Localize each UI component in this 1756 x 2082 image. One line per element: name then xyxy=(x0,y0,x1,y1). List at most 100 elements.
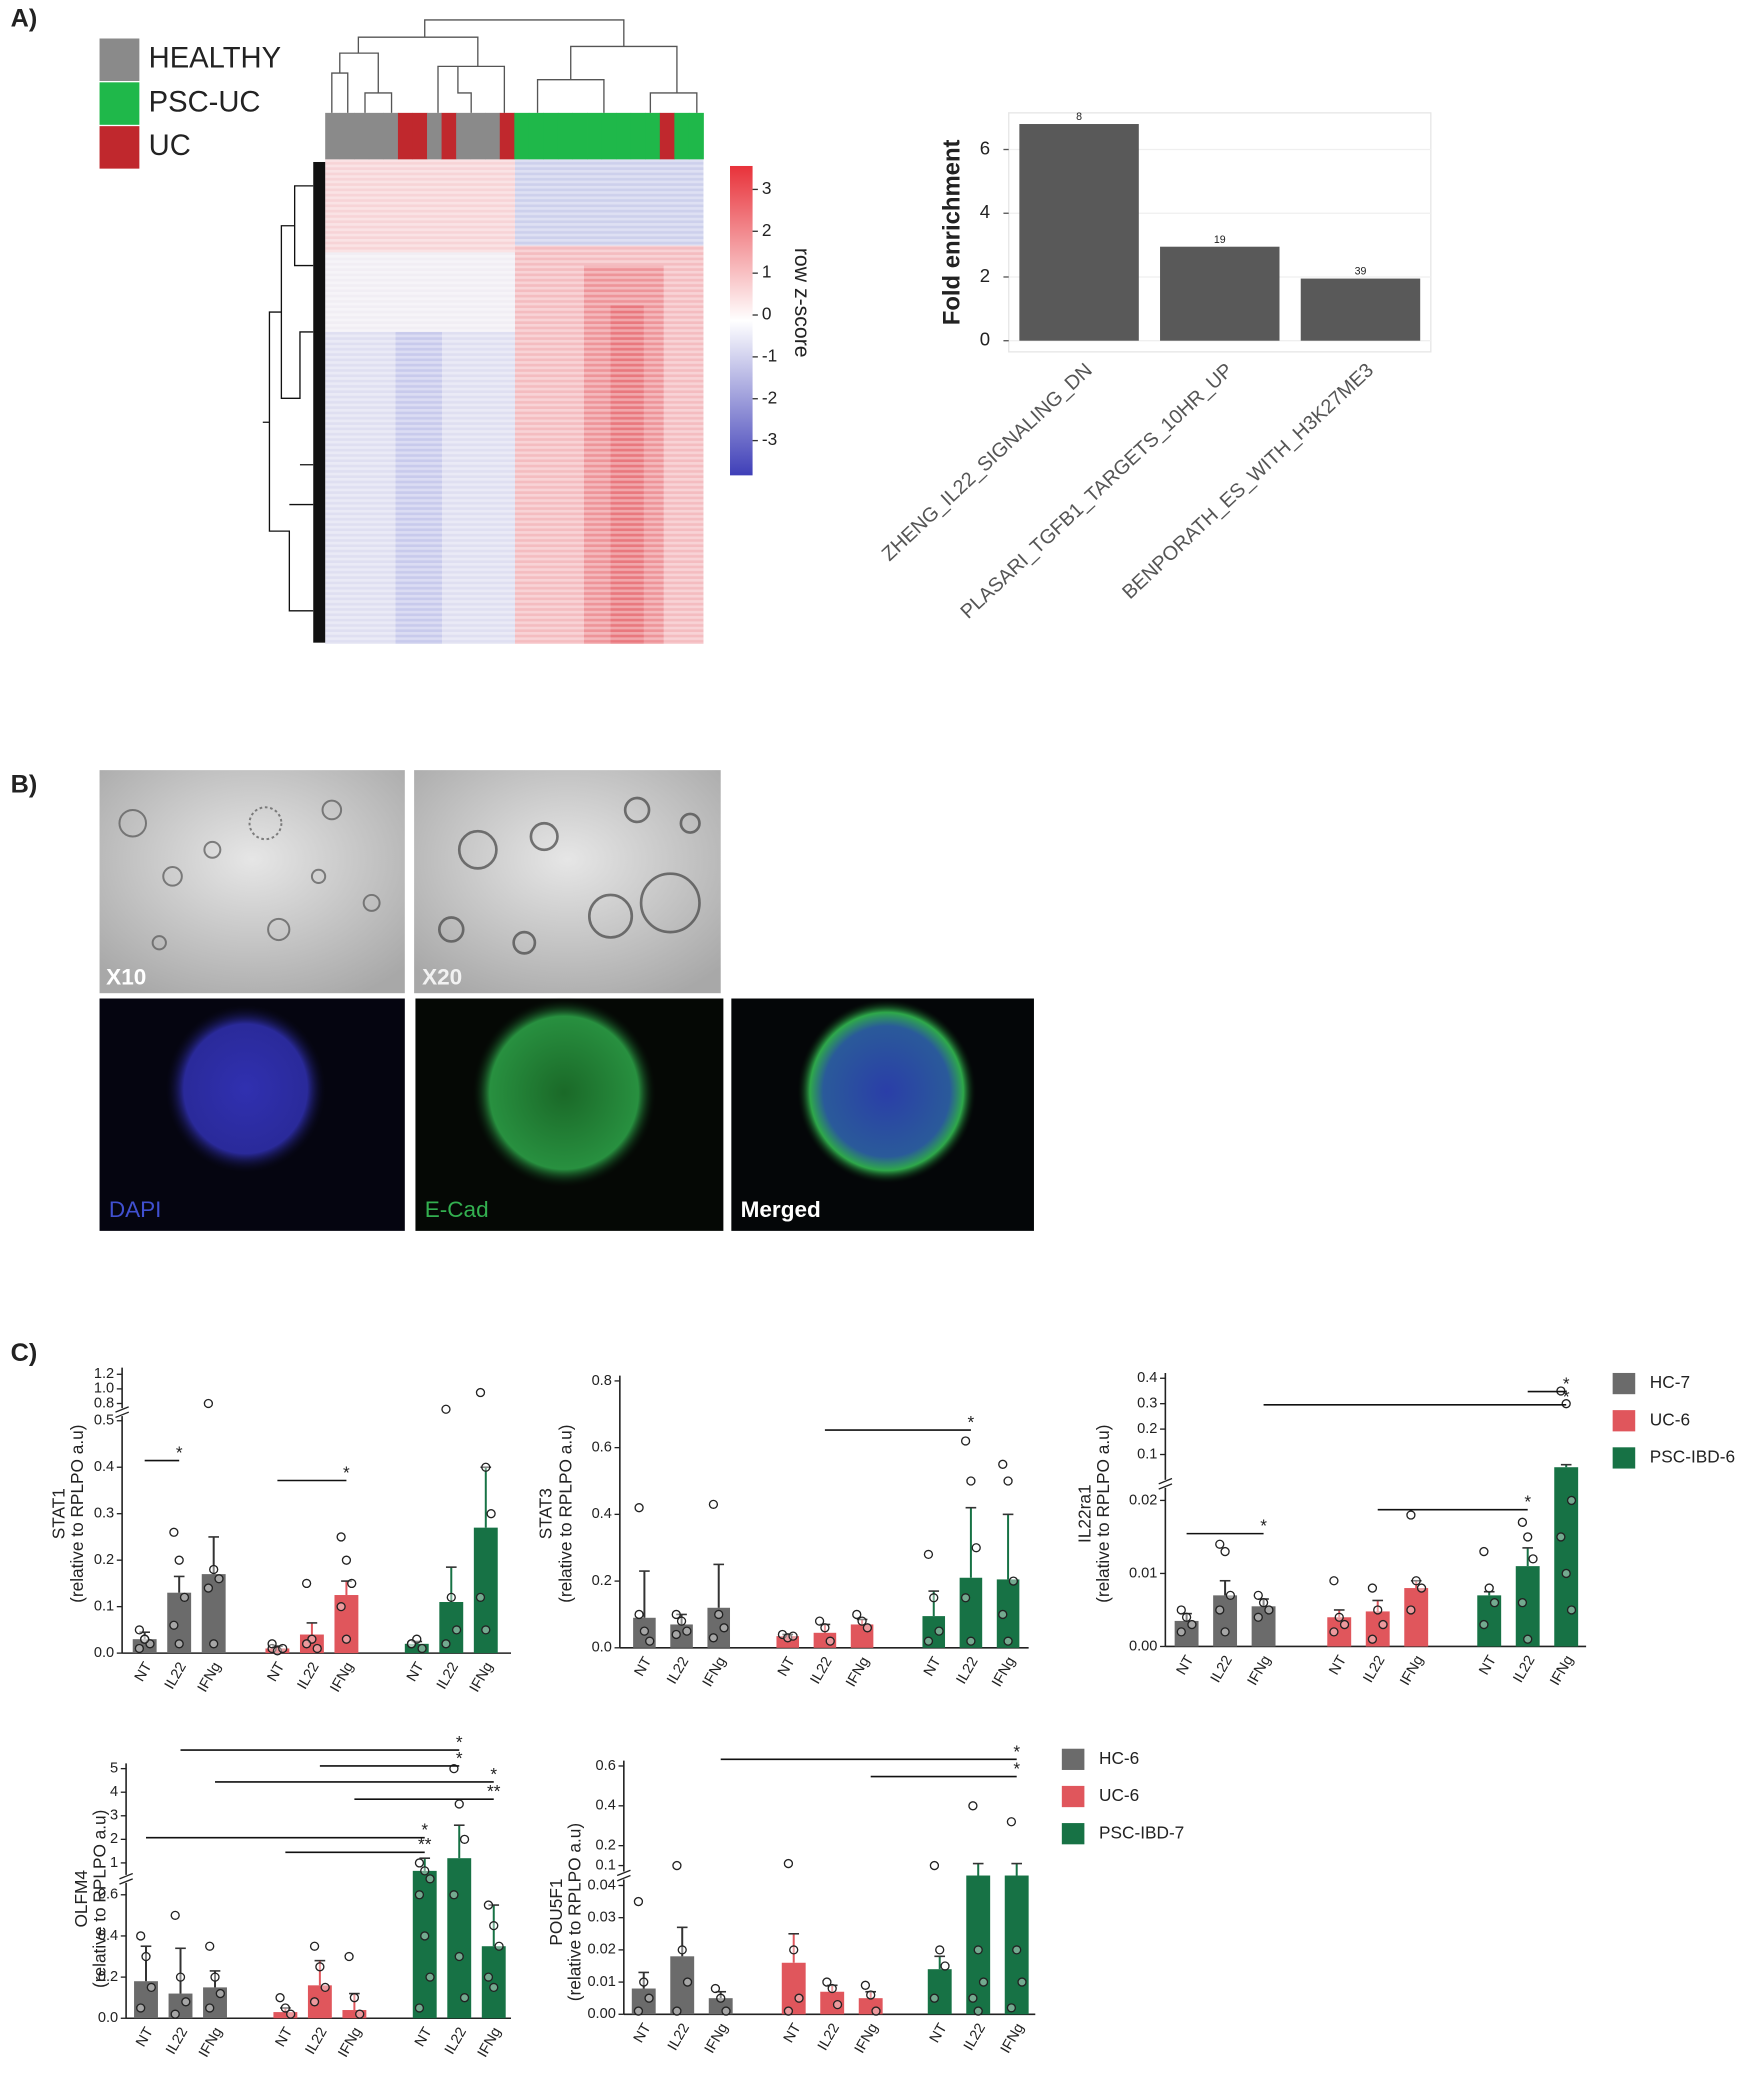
y-tick-label: 5 xyxy=(110,1760,118,1776)
data-point xyxy=(1003,1636,1013,1646)
legend-label: PSC-UC xyxy=(149,86,261,118)
data-point xyxy=(852,1609,862,1620)
x-tick-label: IL22 xyxy=(665,2021,693,2054)
sample-group xyxy=(456,112,472,160)
data-point xyxy=(708,1633,719,1643)
y-tick-label: 0 xyxy=(980,329,990,350)
sample-group xyxy=(616,112,632,160)
data-point xyxy=(134,1643,145,1654)
data-point xyxy=(1258,1598,1269,1608)
data-point xyxy=(315,1962,325,1972)
axis-break xyxy=(1158,1477,1173,1485)
significance-label: * xyxy=(968,1412,975,1432)
data-point xyxy=(449,1890,459,1900)
x-tick-label: IFNg xyxy=(1547,1653,1577,1688)
sample-group xyxy=(485,112,501,160)
axis-break xyxy=(617,1871,631,1880)
x-tick-label: NT xyxy=(632,1654,656,1679)
y-tick-label: 0.2 xyxy=(98,1969,118,1985)
data-point xyxy=(341,1555,352,1565)
data-point xyxy=(998,1459,1008,1469)
data-point xyxy=(783,2006,794,2016)
x-tick-label: IL22 xyxy=(1510,1653,1538,1686)
data-point xyxy=(1367,1634,1378,1644)
significance-label: * xyxy=(1260,1516,1267,1536)
significance-label: * xyxy=(1013,1759,1020,1779)
y-tick-label: 0.4 xyxy=(592,1506,612,1522)
bar xyxy=(959,1577,983,1648)
colorbar-tick-label: -3 xyxy=(762,429,777,449)
significance-label: * xyxy=(1563,1387,1570,1407)
data-point xyxy=(1561,1568,1571,1579)
bar xyxy=(1160,246,1280,341)
bar-label: 39 xyxy=(1355,266,1367,278)
data-point xyxy=(170,2009,180,2019)
data-point xyxy=(1378,1619,1388,1630)
data-point xyxy=(960,1593,971,1603)
sample-group xyxy=(368,112,384,160)
y-tick-label: 0.01 xyxy=(1129,1565,1157,1581)
legend-label: PSC-IBD-7 xyxy=(1099,1822,1184,1842)
data-point xyxy=(481,1625,491,1635)
legend-swatch xyxy=(99,38,140,81)
data-point xyxy=(489,1921,499,1931)
y-tick-label: 0.2 xyxy=(592,1573,612,1589)
bar xyxy=(850,1624,874,1648)
bar xyxy=(1300,278,1421,341)
x-tick-label: NT xyxy=(775,1654,799,1679)
data-point xyxy=(301,1639,312,1649)
axis-break xyxy=(1158,1479,1172,1488)
bar-label: 19 xyxy=(1214,234,1226,246)
legend-label: HEALTHY xyxy=(149,42,281,74)
axis-break xyxy=(616,1874,631,1882)
data-point xyxy=(1003,1476,1013,1486)
data-point xyxy=(1556,1532,1566,1542)
bar xyxy=(265,1648,290,1654)
x-tick-label: NT xyxy=(132,1660,156,1685)
data-point xyxy=(174,1639,184,1649)
data-point xyxy=(420,1931,430,1941)
sample-group xyxy=(674,112,690,160)
data-point xyxy=(205,2003,215,2013)
x-tick-label: NT xyxy=(404,1660,428,1685)
data-point xyxy=(414,1858,425,1868)
data-point xyxy=(716,1993,726,2003)
row-dendrogram xyxy=(262,161,326,643)
x-tick-label: IFNg xyxy=(195,1660,225,1695)
data-point xyxy=(475,1387,486,1398)
data-point xyxy=(475,1592,486,1602)
data-point xyxy=(1489,1598,1500,1608)
data-point xyxy=(940,1961,950,1971)
data-point xyxy=(682,1626,692,1636)
bar xyxy=(167,1592,192,1654)
y-tick-label: 0.1 xyxy=(1137,1446,1157,1462)
bar xyxy=(633,1617,656,1648)
data-point xyxy=(275,1993,285,2003)
x-tick-label: IL22 xyxy=(442,2025,470,2058)
data-point xyxy=(174,1555,184,1565)
data-point xyxy=(929,1993,940,2003)
image-label: Merged xyxy=(741,1197,821,1222)
data-point xyxy=(634,1503,644,1513)
y-axis-label: STAT1 xyxy=(48,1488,68,1539)
y-tick-label: 0.3 xyxy=(1137,1396,1157,1412)
legend-swatch xyxy=(99,126,140,169)
data-point xyxy=(1339,1619,1350,1630)
data-point xyxy=(441,1639,451,1649)
bar xyxy=(927,1969,952,2015)
panel-label: C) xyxy=(11,1339,38,1367)
data-point xyxy=(420,1866,430,1876)
data-point xyxy=(278,1643,288,1654)
bar xyxy=(1515,1566,1540,1647)
data-point xyxy=(215,1988,225,1999)
data-point xyxy=(320,1982,330,1993)
image-dapi xyxy=(99,998,405,1231)
data-point xyxy=(794,1993,804,2003)
legend-swatch xyxy=(1061,1823,1085,1845)
x-tick-label: IFNg xyxy=(196,2025,226,2060)
data-point xyxy=(136,2003,146,2013)
x-tick-label: IL22 xyxy=(163,2025,191,2058)
x-tick-label: NT xyxy=(921,1654,945,1679)
